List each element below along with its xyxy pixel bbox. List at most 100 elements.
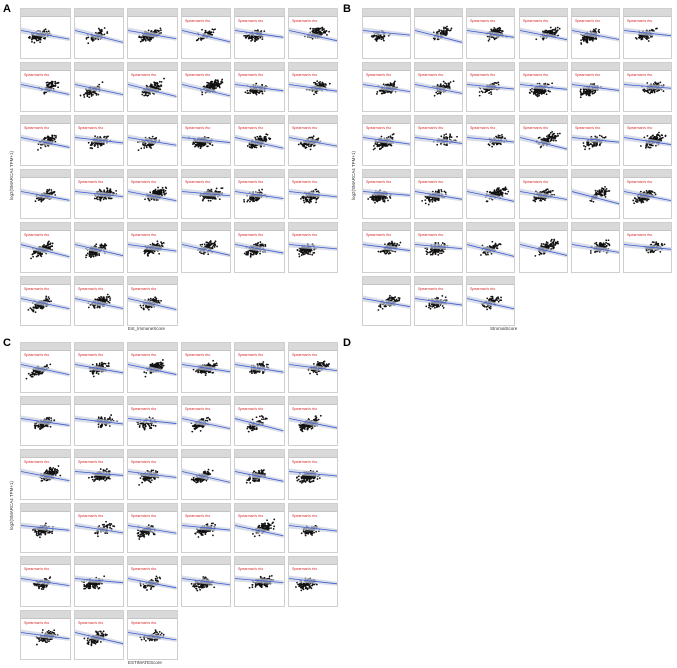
- data-point: [99, 295, 102, 298]
- facet-cell: Spearman's rho: [20, 61, 71, 112]
- data-point: [35, 39, 38, 42]
- data-point: [90, 93, 93, 96]
- data-point: [163, 190, 165, 193]
- facet-strip: [519, 62, 567, 71]
- data-point: [219, 82, 222, 84]
- data-point: [315, 197, 318, 199]
- data-point: [108, 296, 111, 299]
- data-point: [154, 30, 157, 33]
- facet-cell: Spearman's rho: [127, 222, 178, 273]
- facet-scatter: [74, 80, 123, 98]
- data-point: [54, 82, 57, 84]
- data-point: [155, 298, 157, 301]
- regression-line: [235, 30, 284, 38]
- facet-strip: [288, 169, 337, 178]
- facet-cell: Spearman's rho: [234, 115, 285, 166]
- data-point: [528, 91, 531, 94]
- facet-scatter: Spearman's rho: [128, 287, 177, 312]
- data-point: [93, 144, 96, 147]
- data-point: [165, 191, 167, 194]
- data-point: [556, 29, 559, 32]
- data-point: [214, 189, 216, 192]
- data-point: [99, 30, 102, 33]
- data-point: [444, 81, 447, 84]
- data-point: [48, 82, 51, 84]
- data-point: [446, 25, 449, 28]
- data-point: [321, 26, 323, 29]
- data-point: [316, 29, 319, 32]
- data-point: [248, 143, 251, 145]
- data-point: [637, 36, 640, 39]
- data-point: [313, 196, 316, 199]
- confidence-band: [21, 241, 70, 259]
- data-point: [37, 254, 39, 257]
- data-point: [268, 137, 270, 140]
- data-point: [447, 29, 450, 32]
- spearman-annotation: Spearman's rho: [24, 73, 49, 77]
- regression-line: [363, 83, 411, 92]
- data-point: [93, 245, 96, 247]
- data-point: [309, 148, 311, 151]
- data-point: [307, 200, 309, 203]
- data-point: [102, 295, 105, 298]
- data-point: [373, 34, 376, 37]
- regression-line: [467, 83, 515, 89]
- data-point: [532, 88, 535, 90]
- data-point: [211, 144, 213, 147]
- facet-strip: [288, 223, 337, 231]
- data-point: [647, 40, 650, 42]
- data-point: [490, 36, 493, 39]
- facet-strip: [21, 223, 70, 231]
- regression-line: [519, 83, 567, 90]
- data-point: [389, 83, 392, 86]
- data-point: [301, 144, 304, 147]
- data-point: [298, 255, 300, 258]
- data-point: [149, 250, 151, 252]
- facet-cell: Spearman's rho: [73, 168, 124, 219]
- data-point: [309, 136, 312, 139]
- data-point: [156, 243, 159, 245]
- confidence-band: [623, 27, 671, 38]
- data-point: [156, 191, 158, 194]
- data-point: [105, 299, 108, 302]
- data-point: [297, 143, 300, 146]
- data-point: [34, 199, 37, 202]
- data-point: [142, 307, 145, 310]
- data-point: [193, 145, 196, 148]
- data-point: [321, 28, 324, 31]
- data-point: [440, 29, 443, 32]
- data-point: [534, 89, 537, 92]
- data-point: [199, 145, 202, 148]
- data-point: [207, 242, 210, 244]
- data-point: [84, 91, 87, 94]
- data-point: [88, 147, 91, 149]
- regression-line: [74, 190, 123, 197]
- data-point: [40, 197, 43, 200]
- data-point: [209, 199, 212, 202]
- confidence-band: [74, 134, 123, 145]
- data-point: [101, 299, 104, 302]
- data-point: [145, 145, 148, 147]
- data-point: [307, 145, 310, 148]
- data-point: [147, 308, 150, 311]
- data-point: [206, 244, 209, 247]
- data-point: [554, 27, 556, 30]
- facet-scatter: Spearman's rho: [571, 73, 619, 98]
- facet-cell: Spearman's rho: [287, 61, 338, 112]
- data-point: [149, 85, 152, 87]
- data-point: [110, 196, 113, 199]
- panel-a-facet-grid: Spearman's rho Spearman's rho Spearman's r…: [20, 8, 338, 326]
- data-point: [634, 37, 637, 39]
- facet-cell: [73, 8, 124, 59]
- data-point: [142, 304, 145, 306]
- data-point: [140, 306, 143, 308]
- data-point: [93, 297, 96, 300]
- data-point: [159, 192, 162, 195]
- data-point: [246, 253, 249, 256]
- facet-scatter: Spearman's rho: [21, 126, 70, 151]
- spearman-annotation: Spearman's rho: [131, 287, 156, 291]
- regression-line: [74, 83, 123, 95]
- facet-scatter: Spearman's rho: [74, 180, 123, 202]
- data-point: [218, 86, 221, 88]
- data-point: [48, 297, 51, 300]
